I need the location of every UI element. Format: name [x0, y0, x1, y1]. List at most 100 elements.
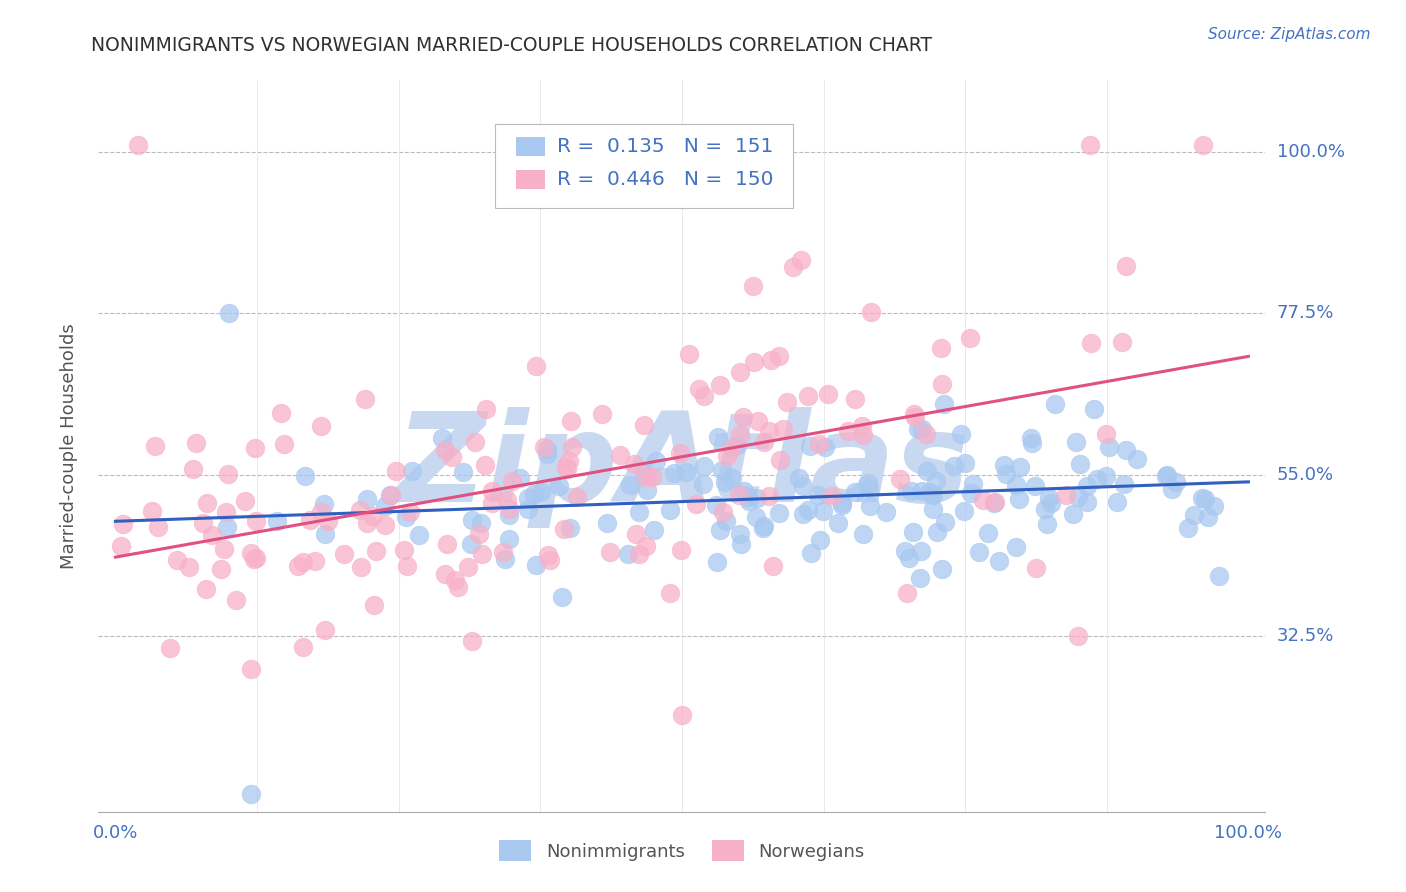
Point [444, 574, 467, 588]
Point [1105, 495, 1128, 509]
Point [464, 434, 486, 449]
Point [709, 378, 731, 392]
Point [1191, 491, 1213, 505]
Point [934, 515, 956, 529]
Point [1160, 482, 1182, 496]
Point [1085, 472, 1108, 486]
Point [645, 454, 668, 468]
Point [159, 641, 181, 656]
Point [195, 582, 218, 597]
Point [908, 571, 931, 585]
Point [243, 552, 266, 566]
Point [1194, 491, 1216, 506]
Point [475, 401, 498, 416]
Point [434, 443, 457, 458]
Point [721, 441, 744, 455]
Point [1182, 508, 1205, 523]
Point [240, 662, 263, 676]
Point [1156, 468, 1178, 483]
Point [692, 389, 714, 403]
Point [299, 513, 322, 527]
Point [675, 465, 697, 479]
Point [1115, 260, 1137, 274]
Point [972, 492, 994, 507]
Point [111, 516, 134, 531]
Point [516, 502, 538, 516]
Point [1166, 475, 1188, 490]
Point [929, 341, 952, 355]
Point [993, 458, 1015, 473]
Point [733, 483, 755, 498]
Point [797, 388, 820, 402]
Point [942, 458, 965, 473]
Point [768, 506, 790, 520]
Point [728, 428, 751, 442]
Text: 100.0%: 100.0% [1277, 143, 1344, 161]
Point [730, 537, 752, 551]
Point [166, 553, 188, 567]
Point [501, 475, 523, 489]
Point [918, 485, 941, 500]
Point [758, 424, 780, 438]
Point [851, 418, 873, 433]
Point [685, 497, 707, 511]
Point [1067, 490, 1090, 504]
Point [332, 547, 354, 561]
Point [350, 560, 373, 574]
Point [471, 547, 494, 561]
Point [1111, 335, 1133, 350]
Point [949, 427, 972, 442]
Point [911, 422, 934, 436]
Point [1033, 501, 1056, 516]
Point [495, 492, 517, 507]
Point [761, 352, 783, 367]
Point [643, 523, 665, 537]
Point [1156, 467, 1178, 482]
Point [925, 524, 948, 539]
Point [209, 561, 232, 575]
Point [747, 414, 769, 428]
Point [245, 441, 267, 455]
Point [536, 442, 558, 456]
Point [636, 483, 658, 497]
FancyBboxPatch shape [495, 124, 793, 208]
Point [633, 418, 655, 433]
Point [394, 509, 416, 524]
Point [524, 359, 547, 373]
Point [146, 520, 169, 534]
Point [356, 516, 378, 530]
Point [737, 490, 759, 504]
Point [983, 496, 1005, 510]
Point [671, 707, 693, 722]
Point [831, 496, 853, 510]
Point [1095, 468, 1118, 483]
Point [364, 543, 387, 558]
Point [401, 464, 423, 478]
Point [287, 559, 309, 574]
Point [762, 558, 785, 573]
Point [560, 414, 582, 428]
Text: 32.5%: 32.5% [1277, 627, 1334, 645]
Point [808, 437, 831, 451]
Point [304, 554, 326, 568]
Point [852, 527, 875, 541]
Point [1177, 521, 1199, 535]
Point [844, 484, 866, 499]
Point [245, 551, 267, 566]
Point [1076, 479, 1098, 493]
Point [595, 516, 617, 530]
Point [551, 590, 574, 604]
Point [374, 499, 396, 513]
Point [678, 347, 700, 361]
Point [184, 435, 207, 450]
Point [291, 555, 314, 569]
Point [720, 471, 742, 485]
Text: 55.0%: 55.0% [1277, 466, 1334, 483]
Point [1083, 402, 1105, 417]
Point [752, 435, 775, 450]
Point [181, 462, 204, 476]
Point [641, 469, 664, 483]
Point [1078, 137, 1101, 152]
Point [555, 458, 578, 473]
Point [215, 519, 238, 533]
